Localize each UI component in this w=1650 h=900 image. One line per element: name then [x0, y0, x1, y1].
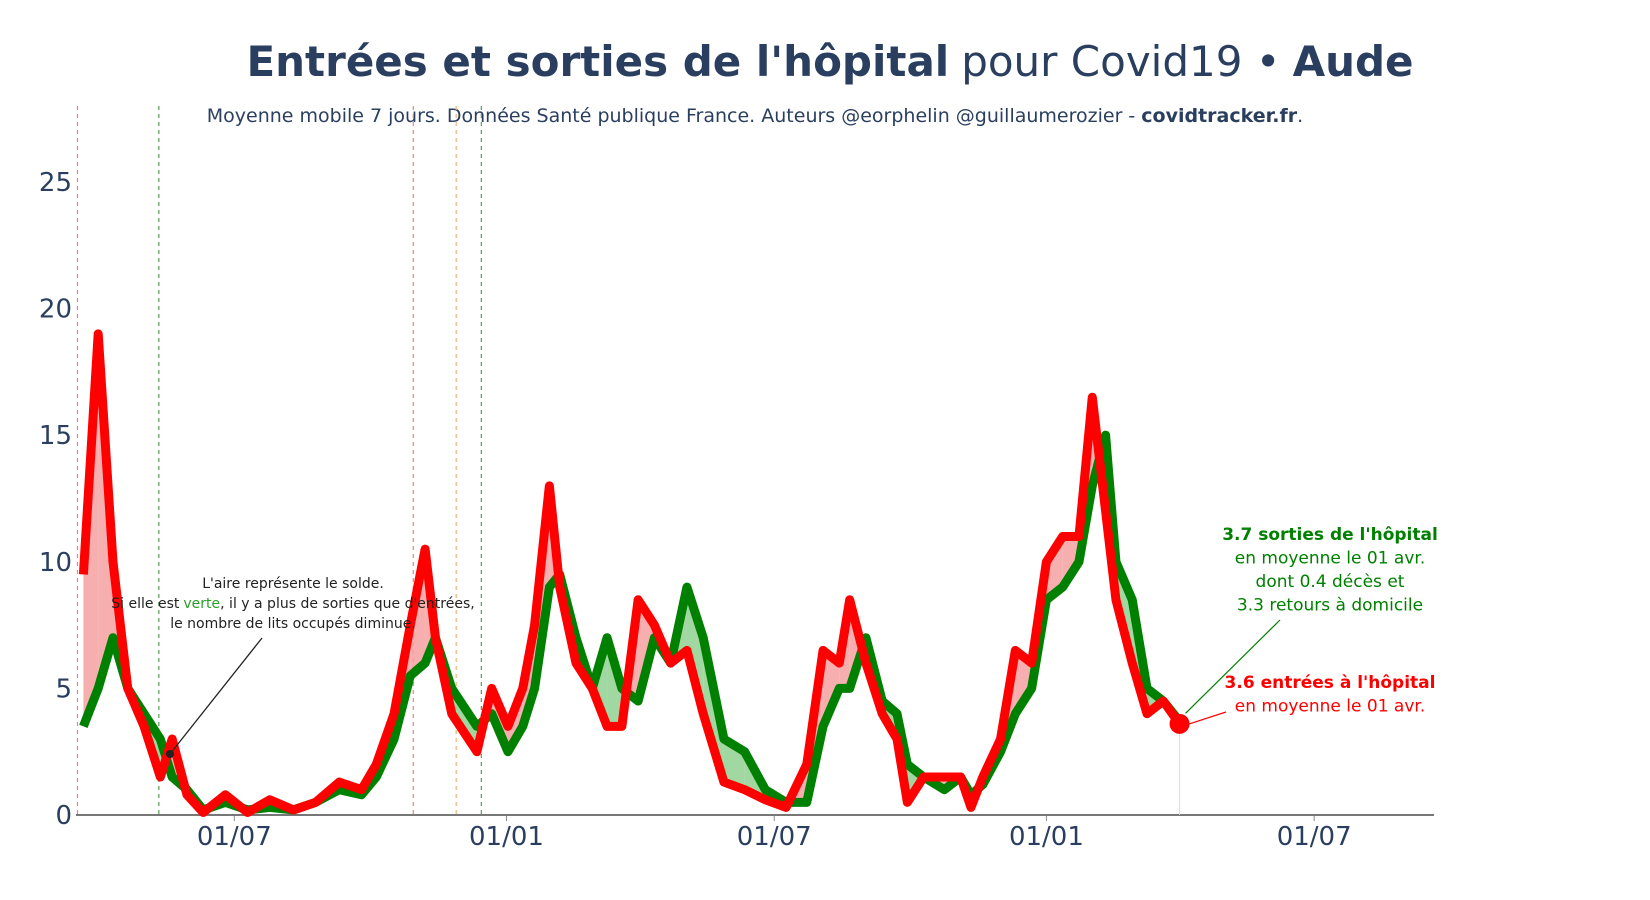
- entries-annotation: 3.6 entrées à l'hôpital: [1225, 673, 1436, 693]
- chart-title: Entrées et sorties de l'hôpital pour Covi…: [246, 37, 1413, 86]
- note-line: Si elle est verte, il y a plus de sorties…: [111, 596, 474, 612]
- exits-annotation: en moyenne le 01 avr.: [1235, 549, 1425, 569]
- x-tick-label: 01/07: [1277, 822, 1352, 852]
- y-tick-label: 25: [39, 168, 72, 198]
- note-line: L'aire représente le solde.: [202, 576, 384, 592]
- y-tick-label: 10: [39, 548, 72, 578]
- series-line: [79, 430, 1184, 815]
- subtitle-part: Moyenne mobile 7 jours. Données Santé pu…: [207, 105, 1136, 127]
- annotation-arrow: [1189, 711, 1227, 725]
- chart-subtitle: Moyenne mobile 7 jours. Données Santé pu…: [207, 105, 1303, 127]
- x-tick-label: 01/07: [737, 822, 812, 852]
- x-tick-label: 01/01: [469, 822, 544, 852]
- note-arrow: [169, 637, 263, 755]
- y-tick-label: 15: [39, 421, 72, 451]
- note-part: verte: [183, 596, 220, 612]
- note-line: le nombre de lits occupés diminue.: [170, 616, 416, 632]
- exits-annotation: dont 0.4 décès et: [1256, 572, 1405, 592]
- exits-annotation: 3.3 retours à domicile: [1237, 596, 1423, 616]
- annotation-arrow: [1185, 619, 1281, 714]
- title-part: pour Covid19 •: [961, 37, 1280, 86]
- note-arrow-head: [166, 750, 174, 758]
- last-point: [1169, 713, 1190, 734]
- note-part: , il y a plus de sorties que d'entrées,: [220, 596, 475, 612]
- note-part: Si elle est: [111, 596, 180, 612]
- y-tick-label: 5: [55, 674, 72, 704]
- subtitle-part: covidtracker.fr: [1141, 105, 1298, 127]
- exits-annotation: 3.7 sorties de l'hôpital: [1222, 525, 1438, 545]
- title-part: Aude: [1293, 37, 1414, 86]
- series-line: [78, 329, 1184, 817]
- title-part: Entrées et sorties de l'hôpital: [246, 37, 949, 86]
- y-tick-label: 20: [39, 295, 72, 325]
- y-tick-label: 0: [55, 801, 72, 831]
- balance-area: [1046, 536, 1063, 600]
- plot-area: 0 5 10 15 20 25 01/07 01/01 01/07 01/01 01/07 3.7 s…: [39, 106, 1438, 852]
- x-tick-label: 01/07: [197, 822, 272, 852]
- subtitle-part: .: [1297, 105, 1303, 127]
- balance-area: [1015, 650, 1032, 714]
- x-tick-label: 01/01: [1009, 822, 1084, 852]
- entries-annotation: en moyenne le 01 avr.: [1235, 697, 1425, 717]
